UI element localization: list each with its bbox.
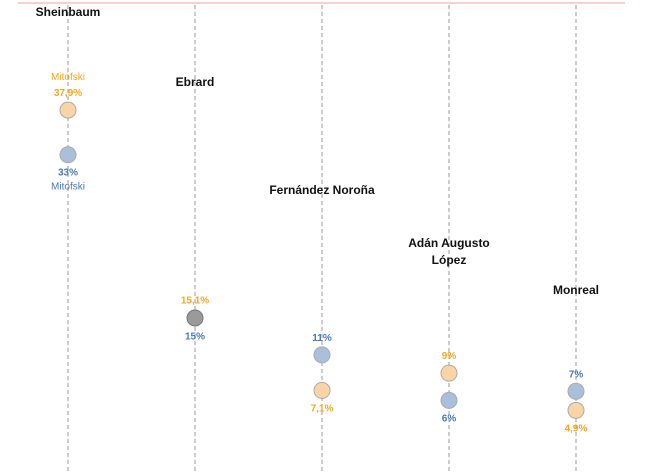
blue-value-label: 33% — [58, 168, 78, 179]
blue-dot — [440, 391, 458, 409]
blue-value-label: 7% — [569, 369, 584, 380]
blue-dot — [567, 382, 585, 400]
blue-value-label: 15% — [185, 332, 205, 343]
blue-dot — [59, 146, 77, 164]
candidate-name: Adán Augusto — [408, 236, 490, 250]
orange-dot — [440, 364, 458, 382]
orange-dot — [313, 381, 331, 399]
orange-source-label: Mitofski — [51, 72, 85, 83]
orange-value-label: 37,9% — [54, 88, 82, 99]
overlap-dot — [186, 309, 204, 327]
orange-value-label: 15,1% — [181, 296, 209, 307]
candidate-name: Sheinbaum — [36, 5, 101, 19]
blue-value-label: 6% — [442, 413, 457, 424]
orange-value-label: 9% — [442, 351, 457, 362]
orange-value-label: 7,1% — [311, 403, 334, 414]
orange-dot — [567, 401, 585, 419]
blue-dot — [313, 346, 331, 364]
blue-value-label: 11% — [312, 333, 332, 344]
orange-value-label: 4,9% — [565, 423, 588, 434]
candidate-name: Ebrard — [176, 75, 215, 89]
candidate-name: López — [432, 253, 467, 267]
orange-dot — [59, 101, 77, 119]
blue-source-label: Mitofski — [51, 182, 85, 193]
candidate-name: Monreal — [553, 283, 599, 297]
candidate-name: Fernández Noroña — [269, 183, 375, 197]
